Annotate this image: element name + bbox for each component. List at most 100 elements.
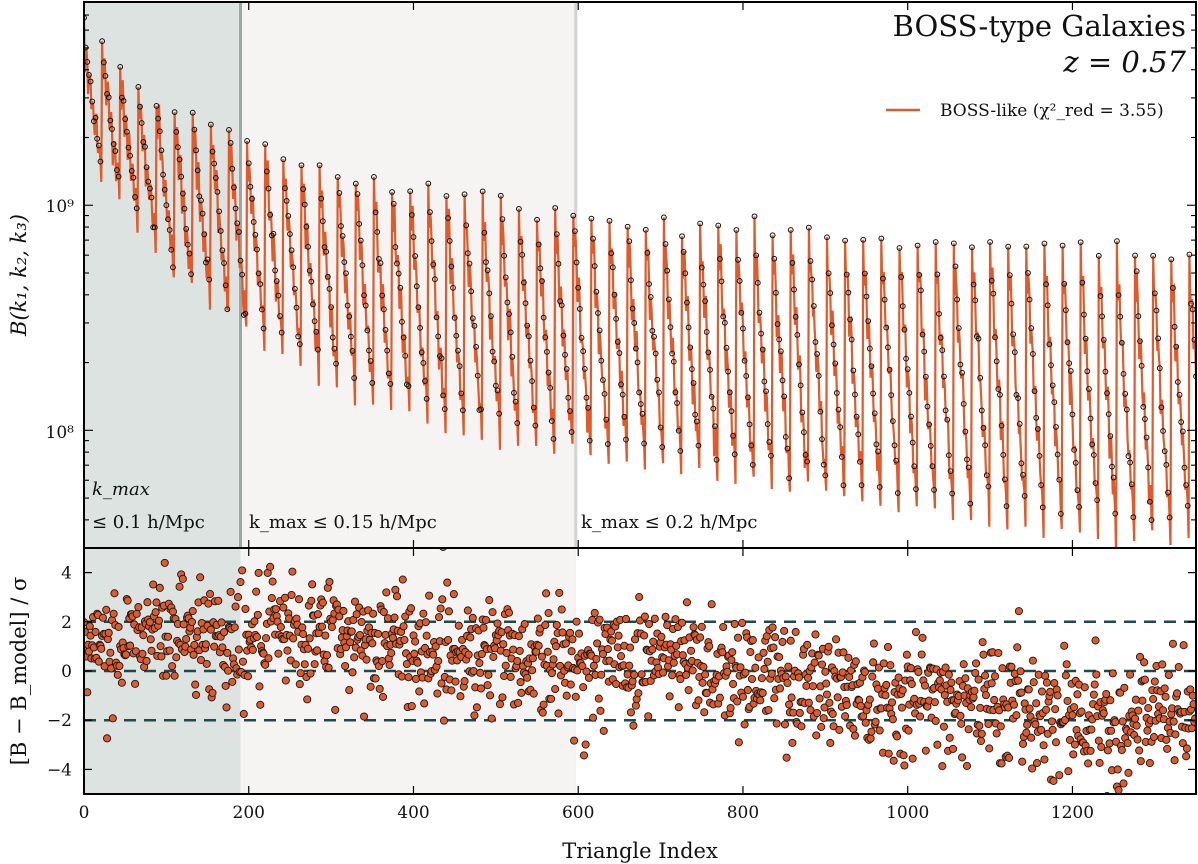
residual-point-205 bbox=[248, 645, 257, 654]
residual-point-662 bbox=[625, 661, 634, 670]
data-point-898 bbox=[820, 461, 827, 468]
data-point-542 bbox=[527, 357, 534, 364]
residual-point-175 bbox=[224, 666, 233, 675]
residual-point-1105 bbox=[990, 695, 999, 705]
bottom-y-axis-title: [B − B_model] / σ bbox=[7, 577, 31, 766]
residual-point-46 bbox=[117, 678, 126, 687]
data-point-374 bbox=[389, 189, 395, 195]
residual-point-620 bbox=[590, 608, 599, 618]
data-point-220 bbox=[262, 141, 269, 148]
data-point-1304 bbox=[1155, 335, 1162, 342]
data-point-1164 bbox=[1039, 504, 1046, 511]
data-point-1260 bbox=[1118, 339, 1125, 346]
residual-point-926 bbox=[842, 700, 851, 710]
data-point-502 bbox=[494, 387, 501, 394]
data-point-736 bbox=[687, 344, 694, 351]
data-point-460 bbox=[460, 407, 466, 414]
residual-point-323 bbox=[346, 638, 355, 647]
data-point-1232 bbox=[1095, 252, 1102, 259]
data-point-258 bbox=[293, 304, 300, 311]
residual-point-1165 bbox=[1039, 741, 1048, 750]
residual-point-971 bbox=[879, 659, 888, 668]
residual-point-416 bbox=[422, 631, 431, 640]
residual-point-1092 bbox=[979, 650, 988, 659]
residual-point-718 bbox=[671, 615, 680, 624]
residual-point-136 bbox=[191, 690, 201, 699]
data-point-490 bbox=[484, 267, 491, 274]
residual-point-626 bbox=[595, 615, 604, 624]
residual-point-831 bbox=[764, 705, 773, 715]
data-point-874 bbox=[801, 429, 807, 436]
data-point-56 bbox=[127, 152, 134, 159]
data-point-1118 bbox=[1002, 476, 1008, 483]
data-point-344 bbox=[364, 327, 371, 334]
residual-point-1046 bbox=[941, 663, 950, 672]
residual-point-630 bbox=[598, 649, 607, 659]
residual-point-131 bbox=[187, 617, 196, 627]
residual-point-378 bbox=[391, 585, 400, 594]
residual-point-607 bbox=[579, 751, 589, 760]
data-point-842 bbox=[774, 321, 781, 327]
residual-point-495 bbox=[487, 714, 496, 723]
data-point-922 bbox=[840, 482, 847, 489]
residual-point-674 bbox=[635, 593, 644, 602]
residual-point-1243 bbox=[1103, 746, 1112, 755]
residual-point-221 bbox=[261, 634, 271, 643]
residual-point-889 bbox=[812, 731, 821, 740]
data-point-28 bbox=[104, 90, 110, 97]
residual-point-488 bbox=[481, 615, 491, 625]
data-point-14 bbox=[92, 114, 99, 121]
data-point-450 bbox=[451, 314, 458, 321]
residual-point-380 bbox=[392, 592, 402, 601]
data-point-422 bbox=[428, 238, 435, 245]
data-point-156 bbox=[209, 148, 216, 155]
data-point-522 bbox=[511, 389, 517, 396]
data-point-64 bbox=[133, 205, 140, 212]
data-point-784 bbox=[726, 389, 733, 396]
data-point-1274 bbox=[1130, 514, 1137, 521]
data-point-750 bbox=[698, 264, 705, 271]
residual-point-21 bbox=[97, 644, 106, 653]
data-point-118 bbox=[178, 173, 185, 180]
data-point-770 bbox=[715, 222, 722, 229]
residual-point-1325 bbox=[1171, 730, 1180, 739]
data-point-860 bbox=[789, 260, 796, 266]
residual-point-388 bbox=[399, 622, 408, 631]
residual-point-981 bbox=[888, 698, 897, 707]
residual-point-1110 bbox=[994, 648, 1003, 658]
residual-point-910 bbox=[829, 722, 838, 731]
data-point-1104 bbox=[990, 290, 997, 297]
residual-point-597 bbox=[571, 692, 580, 701]
residual-point-329 bbox=[350, 597, 360, 606]
data-point-1224 bbox=[1089, 441, 1096, 448]
ytick-label-1e9: 10⁹ bbox=[46, 197, 75, 217]
residual-point-556 bbox=[537, 652, 547, 661]
residual-point-858 bbox=[786, 636, 795, 645]
data-point-1158 bbox=[1034, 426, 1041, 432]
data-point-270 bbox=[303, 223, 310, 230]
residual-point-859 bbox=[787, 693, 796, 702]
residual-point-108 bbox=[168, 607, 178, 616]
data-point-76 bbox=[143, 164, 150, 171]
data-point-762 bbox=[708, 393, 715, 400]
residual-point-527 bbox=[514, 698, 523, 707]
residual-point-1159 bbox=[1034, 670, 1043, 679]
residual-point-800 bbox=[738, 692, 748, 701]
data-point-1060 bbox=[954, 296, 961, 303]
data-point-1140 bbox=[1020, 471, 1026, 478]
data-point-1210 bbox=[1077, 239, 1084, 246]
data-point-1294 bbox=[1146, 498, 1153, 505]
residual-point-351 bbox=[369, 609, 378, 618]
residual-point-901 bbox=[822, 679, 831, 688]
residual-point-896 bbox=[817, 660, 827, 669]
data-point-844 bbox=[776, 336, 783, 343]
data-point-218 bbox=[260, 325, 267, 332]
residual-point-80 bbox=[145, 618, 154, 627]
residual-point-754 bbox=[701, 670, 710, 679]
residual-point-1065 bbox=[957, 719, 966, 728]
data-point-1252 bbox=[1112, 510, 1119, 517]
residual-point-776 bbox=[719, 622, 728, 632]
residual-point-407 bbox=[415, 687, 424, 696]
residual-point-1241 bbox=[1102, 689, 1111, 699]
data-point-720 bbox=[674, 400, 680, 406]
